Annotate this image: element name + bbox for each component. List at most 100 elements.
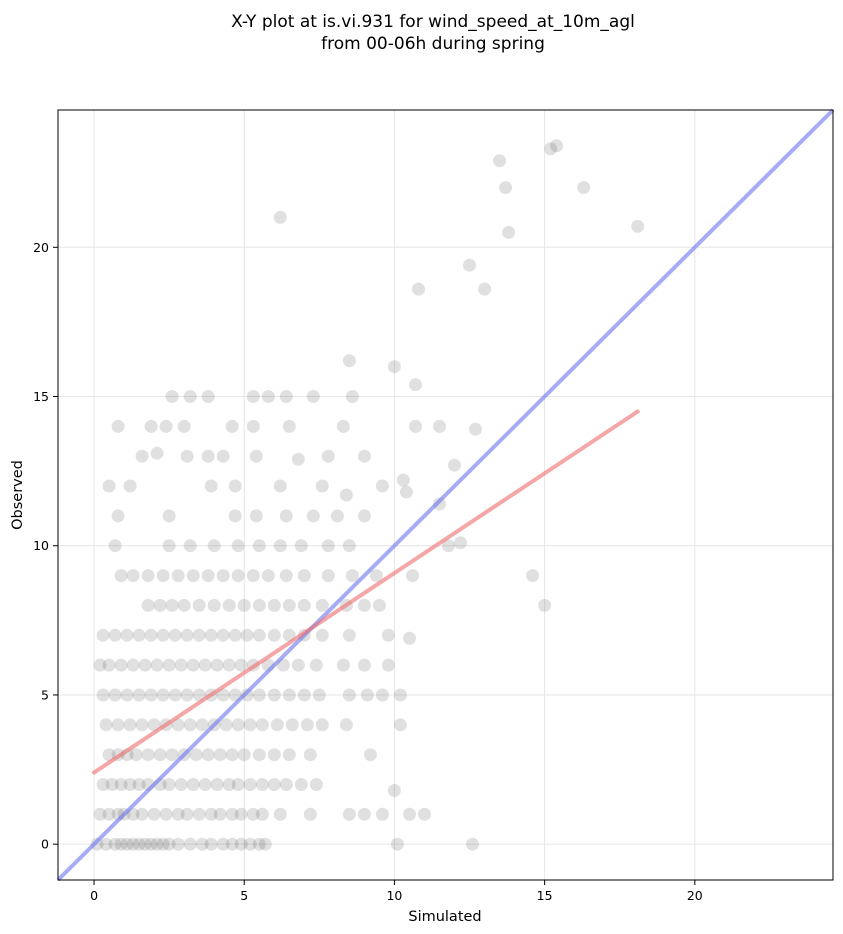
data-point-215 xyxy=(342,539,356,553)
data-point-23 xyxy=(466,837,479,851)
data-point-44 xyxy=(357,807,371,821)
data-point-73 xyxy=(141,748,155,762)
data-point-158 xyxy=(192,628,206,642)
data-point-123 xyxy=(297,688,311,702)
data-point-19 xyxy=(243,837,257,851)
data-point-34 xyxy=(192,807,206,821)
y-axis-ticks: 0 5 10 15 20 xyxy=(33,240,58,852)
data-point-168 xyxy=(342,628,356,642)
data-point-230 xyxy=(204,479,218,493)
data-point-254 xyxy=(282,419,296,433)
data-point-241 xyxy=(201,449,215,463)
data-point-128 xyxy=(393,688,407,702)
data-point-58 xyxy=(198,778,212,791)
data-point-136 xyxy=(174,658,188,672)
data-point-30 xyxy=(147,807,161,821)
data-point-48 xyxy=(96,778,110,791)
data-point-87 xyxy=(99,718,113,732)
data-point-63 xyxy=(255,778,269,791)
data-point-65 xyxy=(279,778,293,791)
data-point-67 xyxy=(309,778,323,791)
grid xyxy=(58,110,833,880)
data-point-148 xyxy=(357,658,371,672)
data-point-195 xyxy=(216,569,230,583)
data-point-124 xyxy=(312,688,326,702)
data-point-38 xyxy=(234,807,248,821)
data-point-244 xyxy=(291,452,305,466)
data-point-21 xyxy=(258,837,272,851)
data-point-221 xyxy=(249,509,263,523)
data-point-8 xyxy=(144,837,158,851)
data-point-182 xyxy=(297,598,311,612)
chart-title-line-2: from 00-06h during spring xyxy=(321,34,545,54)
data-point-77 xyxy=(189,748,203,762)
data-point-228 xyxy=(102,479,116,493)
data-point-157 xyxy=(180,628,194,642)
data-point-253 xyxy=(246,419,260,433)
data-point-146 xyxy=(309,658,323,672)
data-point-234 xyxy=(339,488,353,502)
data-point-84 xyxy=(282,748,296,762)
data-point-191 xyxy=(156,569,170,583)
data-point-199 xyxy=(279,569,293,583)
data-point-164 xyxy=(267,628,281,642)
data-point-74 xyxy=(153,748,167,762)
data-point-236 xyxy=(396,473,410,487)
x-tick-label-4: 20 xyxy=(687,888,703,903)
data-point-79 xyxy=(213,748,227,762)
data-point-220 xyxy=(228,509,242,523)
data-point-62 xyxy=(243,778,257,791)
data-point-257 xyxy=(433,419,446,433)
y-tick-label-4: 20 xyxy=(33,240,49,255)
data-point-131 xyxy=(114,658,128,672)
data-point-86 xyxy=(363,748,377,762)
data-point-97 xyxy=(219,718,233,732)
data-point-251 xyxy=(177,419,191,433)
data-point-130 xyxy=(102,658,116,672)
data-point-50 xyxy=(114,778,128,791)
data-point-277 xyxy=(493,154,507,168)
data-point-267 xyxy=(342,354,356,368)
data-point-107 xyxy=(96,688,110,702)
data-point-258 xyxy=(165,390,179,403)
data-point-204 xyxy=(406,569,419,583)
data-point-122 xyxy=(282,688,296,702)
data-point-4 xyxy=(120,837,134,851)
data-point-201 xyxy=(321,569,335,583)
data-point-178 xyxy=(237,598,251,612)
data-point-250 xyxy=(159,419,173,433)
data-point-31 xyxy=(159,807,173,821)
data-point-89 xyxy=(123,718,137,732)
data-point-177 xyxy=(222,598,236,612)
data-point-39 xyxy=(246,807,260,821)
data-point-223 xyxy=(306,509,320,523)
y-tick-label-3: 15 xyxy=(33,389,49,404)
data-point-125 xyxy=(342,688,356,702)
data-point-274 xyxy=(631,219,645,233)
data-point-185 xyxy=(357,598,371,612)
data-point-137 xyxy=(186,658,200,672)
data-point-69 xyxy=(102,748,116,762)
data-point-13 xyxy=(183,837,197,851)
data-point-3 xyxy=(114,837,128,851)
data-point-192 xyxy=(171,569,185,583)
data-point-64 xyxy=(267,778,281,791)
data-point-233 xyxy=(315,479,329,493)
data-point-264 xyxy=(306,390,320,403)
data-point-24 xyxy=(93,807,107,821)
data-point-219 xyxy=(162,509,176,523)
x-tick-label-0: 0 xyxy=(90,888,98,903)
data-point-246 xyxy=(357,449,371,463)
data-point-127 xyxy=(375,688,389,702)
data-point-47 xyxy=(418,807,431,821)
data-point-56 xyxy=(174,778,188,791)
data-point-173 xyxy=(165,598,179,612)
data-point-52 xyxy=(132,778,146,791)
data-point-279 xyxy=(550,139,564,153)
data-point-198 xyxy=(261,569,275,583)
data-point-145 xyxy=(291,658,305,672)
data-point-114 xyxy=(180,688,194,702)
data-point-2 xyxy=(108,837,122,851)
data-point-22 xyxy=(390,837,404,851)
